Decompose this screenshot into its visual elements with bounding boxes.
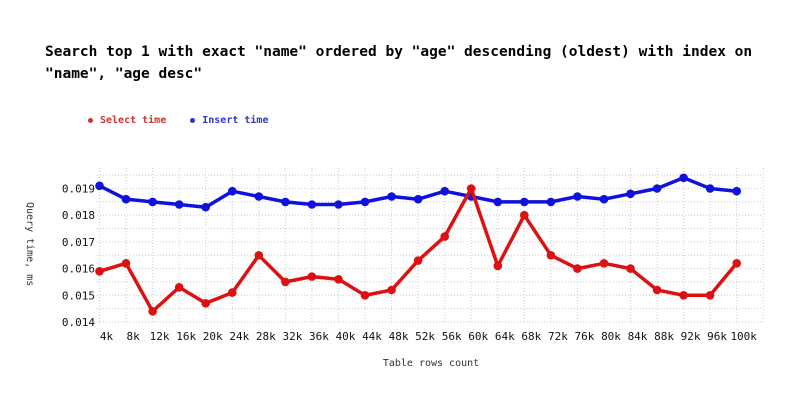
x-tick-label: 16k: [176, 330, 196, 343]
select-time-point: [148, 307, 157, 316]
select-time-point: [466, 184, 476, 193]
insert-time-point: [387, 192, 396, 201]
x-tick-label: 88k: [654, 330, 674, 343]
insert-time-point: [307, 200, 317, 209]
x-tick-label: 100k: [730, 330, 757, 343]
insert-time-point: [254, 192, 264, 201]
insert-time-point: [732, 186, 741, 196]
select-time-point: [679, 291, 688, 300]
y-tick-label: 0.014: [62, 316, 95, 329]
insert-time-point: [546, 197, 556, 207]
select-time-point: [228, 288, 237, 297]
select-series-bullet-icon: [88, 117, 93, 123]
select-time-point: [573, 264, 582, 273]
insert-time-point: [573, 192, 582, 201]
x-tick-label: 92k: [681, 330, 701, 343]
y-tick-label: 0.016: [62, 263, 95, 276]
insert-time-point: [520, 197, 529, 207]
x-tick-label: 64k: [495, 330, 515, 343]
insert-time-point: [705, 184, 715, 193]
legend-item-select[interactable]: Select time: [88, 115, 166, 126]
x-tick-label: 4k: [100, 330, 114, 343]
select-time-point: [95, 267, 104, 276]
legend-item-insert[interactable]: Insert time: [190, 115, 268, 126]
select-time-point: [121, 259, 131, 268]
select-time-point: [307, 272, 317, 281]
insert-time-point: [440, 186, 450, 196]
y-tick-label: 0.019: [62, 183, 95, 196]
select-time-point: [440, 232, 450, 241]
insert-time-point: [679, 173, 688, 183]
x-tick-label: 68k: [521, 330, 541, 343]
select-time-point: [281, 277, 290, 287]
x-tick-label: 72k: [548, 330, 568, 343]
insert-time-point: [599, 194, 609, 204]
insert-time-point: [626, 189, 635, 199]
x-tick-label: 84k: [628, 330, 648, 343]
x-tick-label: 20k: [203, 330, 223, 343]
x-axis-title: Table rows count: [382, 358, 480, 369]
x-tick-label: 80k: [601, 330, 621, 343]
insert-series-bullet-icon: [190, 117, 196, 123]
insert-time-point: [95, 181, 104, 191]
select-time-point: [360, 291, 370, 300]
x-tick-label: 56k: [442, 330, 462, 343]
x-tick-label: 28k: [256, 330, 276, 343]
chart-title: Search top 1 with exact "name" ordered b…: [45, 44, 753, 82]
insert-time-point: [228, 186, 237, 196]
x-tick-label: 48k: [389, 330, 409, 343]
select-time-point: [626, 264, 635, 273]
x-tick-label: 12k: [150, 330, 170, 343]
select-time-point: [599, 259, 609, 268]
insert-time-point: [493, 197, 503, 207]
x-tick-label: 60k: [468, 330, 488, 343]
insert-time-point: [334, 200, 343, 209]
x-tick-label: 76k: [574, 330, 594, 343]
insert-time-point: [121, 194, 131, 204]
select-time-point: [732, 259, 741, 268]
legend: Select time Insert time: [88, 112, 268, 128]
insert-time-point: [201, 202, 210, 212]
select-time-point: [201, 299, 210, 308]
y-tick-label: 0.017: [62, 236, 95, 249]
y-axis-title: Query time, ms: [24, 202, 35, 287]
select-time-point: [493, 261, 503, 271]
x-tick-label: 32k: [282, 330, 302, 343]
select-time-point: [174, 283, 184, 292]
x-tick-label: 40k: [336, 330, 356, 343]
x-tick-label: 52k: [415, 330, 435, 343]
legend-item-insert-label: Insert time: [202, 114, 269, 126]
insert-time-point: [281, 197, 290, 207]
insert-time-point: [360, 197, 370, 207]
y-tick-label: 0.018: [62, 209, 95, 222]
insert-time-point: [174, 200, 184, 209]
select-time-point: [546, 251, 556, 260]
insert-time-point: [148, 197, 157, 207]
x-tick-label: 36k: [309, 330, 329, 343]
select-time-point: [334, 275, 343, 284]
insert-time-point: [652, 184, 662, 193]
x-tick-label: 8k: [126, 330, 140, 343]
x-tick-label: 24k: [229, 330, 249, 343]
legend-item-select-label: Select time: [100, 114, 167, 126]
select-time-point: [520, 210, 529, 220]
insert-time-point: [413, 194, 423, 204]
select-time-point: [705, 291, 715, 300]
select-time-point: [652, 285, 662, 295]
x-tick-label: 96k: [707, 330, 727, 343]
select-time-point: [387, 285, 396, 295]
x-tick-label: 44k: [362, 330, 382, 343]
select-time-point: [254, 251, 264, 260]
select-time-point: [413, 256, 423, 265]
y-tick-label: 0.015: [62, 289, 95, 302]
